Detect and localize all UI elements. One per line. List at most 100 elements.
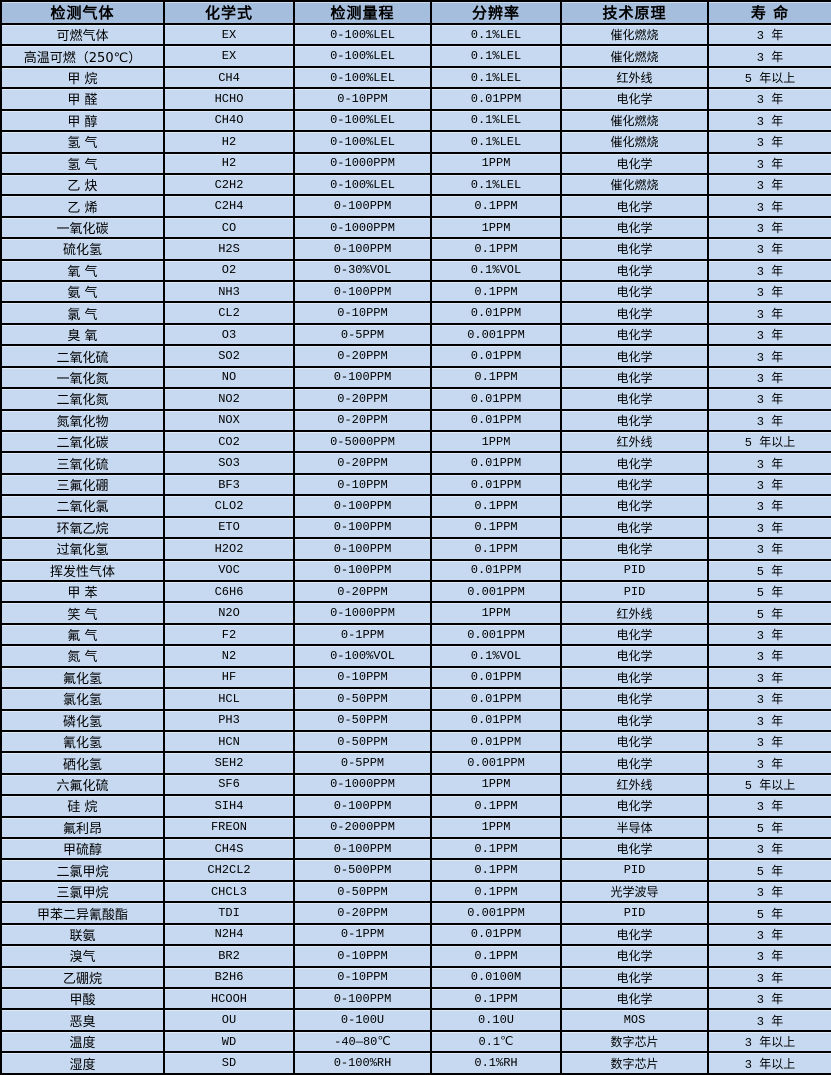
cell-lifespan: 3 年以上 [707,1029,831,1054]
cell-resolution: 0.01PPM [430,558,562,582]
cell-principle: 电化学 [560,87,709,111]
cell-resolution: 0.1PPM [430,986,562,1011]
cell-lifespan: 3 年 [707,622,831,647]
cell-range: 0-20PPM [293,451,432,475]
cell-principle: 电化学 [560,215,709,240]
cell-formula: EX [163,22,295,47]
cell-range: 0-100%LEL [293,172,432,197]
cell-formula: FREON [163,815,295,840]
cell-principle: 催化燃烧 [560,108,709,133]
cell-range: 0-100PPM [293,986,432,1011]
cell-range: 0-30%VOL [293,258,432,283]
cell-lifespan: 3 年 [707,644,831,668]
header-formula: 化学式 [163,0,295,25]
cell-range: 0-100%LEL [293,108,432,133]
cell-formula: N2O [163,601,295,625]
cell-lifespan: 5 年以上 [707,65,831,90]
cell-lifespan: 3 年 [707,944,831,968]
cell-formula: CH4O [163,108,295,133]
table-row: 氢 气 H2 0-100%LEL 0.1%LEL 催化燃烧 3 年 [0,130,831,154]
header-row: 检测气体 化学式 检测量程 分辨率 技术原理寿 命 [0,0,831,25]
header-resolution: 分辨率 [430,0,562,25]
cell-range: 0-100%LEL [293,65,432,90]
cell-formula: EX [163,44,295,68]
cell-resolution: 0.1%LEL [430,172,562,197]
cell-principle: 电化学 [560,151,709,175]
cell-formula: HCOOH [163,986,295,1011]
cell-gas-name: 三氧化硫 [0,451,165,475]
cell-gas-name: 二氧化硫 [0,344,165,368]
cell-lifespan: 3 年 [707,194,831,218]
cell-range: 0-100%VOL [293,644,432,668]
cell-gas-name: 湿度 [0,1051,165,1075]
cell-formula: SD [163,1051,295,1075]
cell-formula: TDI [163,901,295,925]
cell-gas-name: 硅 烷 [0,794,165,818]
cell-resolution: 0.1%LEL [430,130,562,154]
table-row: 二氧化硫 SO2 0-20PPM 0.01PPM 电化学 3 年 [0,344,831,368]
cell-lifespan: 3 年 [707,922,831,947]
cell-principle: 电化学 [560,986,709,1011]
cell-lifespan: 3 年 [707,87,831,111]
cell-principle: 数字芯片 [560,1051,709,1075]
cell-range: 0-100PPM [293,537,432,561]
cell-gas-name: 氟 气 [0,622,165,647]
cell-lifespan: 3 年 [707,879,831,904]
cell-principle: 光学波导 [560,879,709,904]
cell-lifespan: 5 年 [707,579,831,604]
cell-resolution: 0.1PPM [430,858,562,882]
cell-formula: NO2 [163,387,295,411]
cell-resolution: 0.01PPM [430,344,562,368]
cell-resolution: 0.1%LEL [430,44,562,68]
cell-resolution: 0.01PPM [430,387,562,411]
cell-gas-name: 温度 [0,1029,165,1054]
cell-resolution: 1PPM [430,215,562,240]
cell-range: -40—80℃ [293,1029,432,1054]
cell-resolution: 0.1PPM [430,794,562,818]
table-row: 过氧化氢 H2O2 0-100PPM 0.1PPM 电化学 3 年 [0,537,831,561]
table-row: 三氟化硼 BF3 0-10PPM 0.01PPM 电化学 3 年 [0,472,831,497]
cell-gas-name: 氟利昂 [0,815,165,840]
cell-resolution: 0.01PPM [430,472,562,497]
table-row: 恶臭 OU 0-100U 0.10U MOS 3 年 [0,1008,831,1032]
cell-gas-name: 二氧化氮 [0,387,165,411]
cell-lifespan: 3 年 [707,986,831,1011]
cell-gas-name: 乙硼烷 [0,965,165,990]
cell-lifespan: 3 年 [707,472,831,497]
cell-gas-name: 硫化氢 [0,237,165,261]
cell-resolution: 0.01PPM [430,708,562,732]
cell-lifespan: 3 年 [707,751,831,775]
cell-principle: 电化学 [560,301,709,325]
cell-gas-name: 笑 气 [0,601,165,625]
cell-principle: 电化学 [560,258,709,283]
cell-principle: 电化学 [560,472,709,497]
cell-formula: HCN [163,729,295,754]
cell-gas-name: 高温可燃（250℃） [0,44,165,68]
table-row: 甲 烷 CH4 0-100%LEL 0.1%LEL 红外线 5 年以上 [0,65,831,90]
table-row: 磷化氢 PH3 0-50PPM 0.01PPM 电化学 3 年 [0,708,831,732]
cell-formula: O3 [163,322,295,347]
table-row: 笑 气 N2O 0-1000PPM 1PPM 红外线 5 年 [0,601,831,625]
cell-range: 0-100U [293,1008,432,1032]
cell-resolution: 0.01PPM [430,301,562,325]
cell-lifespan: 3 年 [707,537,831,561]
cell-lifespan: 3 年 [707,794,831,818]
cell-gas-name: 氧 气 [0,258,165,283]
table-row: 二氧化碳 CO2 0-5000PPM 1PPM 红外线 5 年以上 [0,429,831,454]
cell-principle: 电化学 [560,794,709,818]
cell-range: 0-1PPM [293,622,432,647]
cell-lifespan: 3 年 [707,22,831,47]
cell-resolution: 0.1%LEL [430,108,562,133]
cell-lifespan: 5 年 [707,901,831,925]
cell-principle: 电化学 [560,922,709,947]
cell-lifespan: 5 年 [707,858,831,882]
table-row: 氧 气 O2 0-30%VOL 0.1%VOL 电化学 3 年 [0,258,831,283]
cell-range: 0-5PPM [293,322,432,347]
cell-gas-name: 甲硫醇 [0,837,165,861]
cell-formula: CO2 [163,429,295,454]
cell-gas-name: 氮 气 [0,644,165,668]
cell-range: 0-100PPM [293,365,432,390]
table-row: 氟 气 F2 0-1PPM 0.001PPM 电化学 3 年 [0,622,831,647]
cell-resolution: 0.1PPM [430,537,562,561]
cell-lifespan: 3 年 [707,237,831,261]
